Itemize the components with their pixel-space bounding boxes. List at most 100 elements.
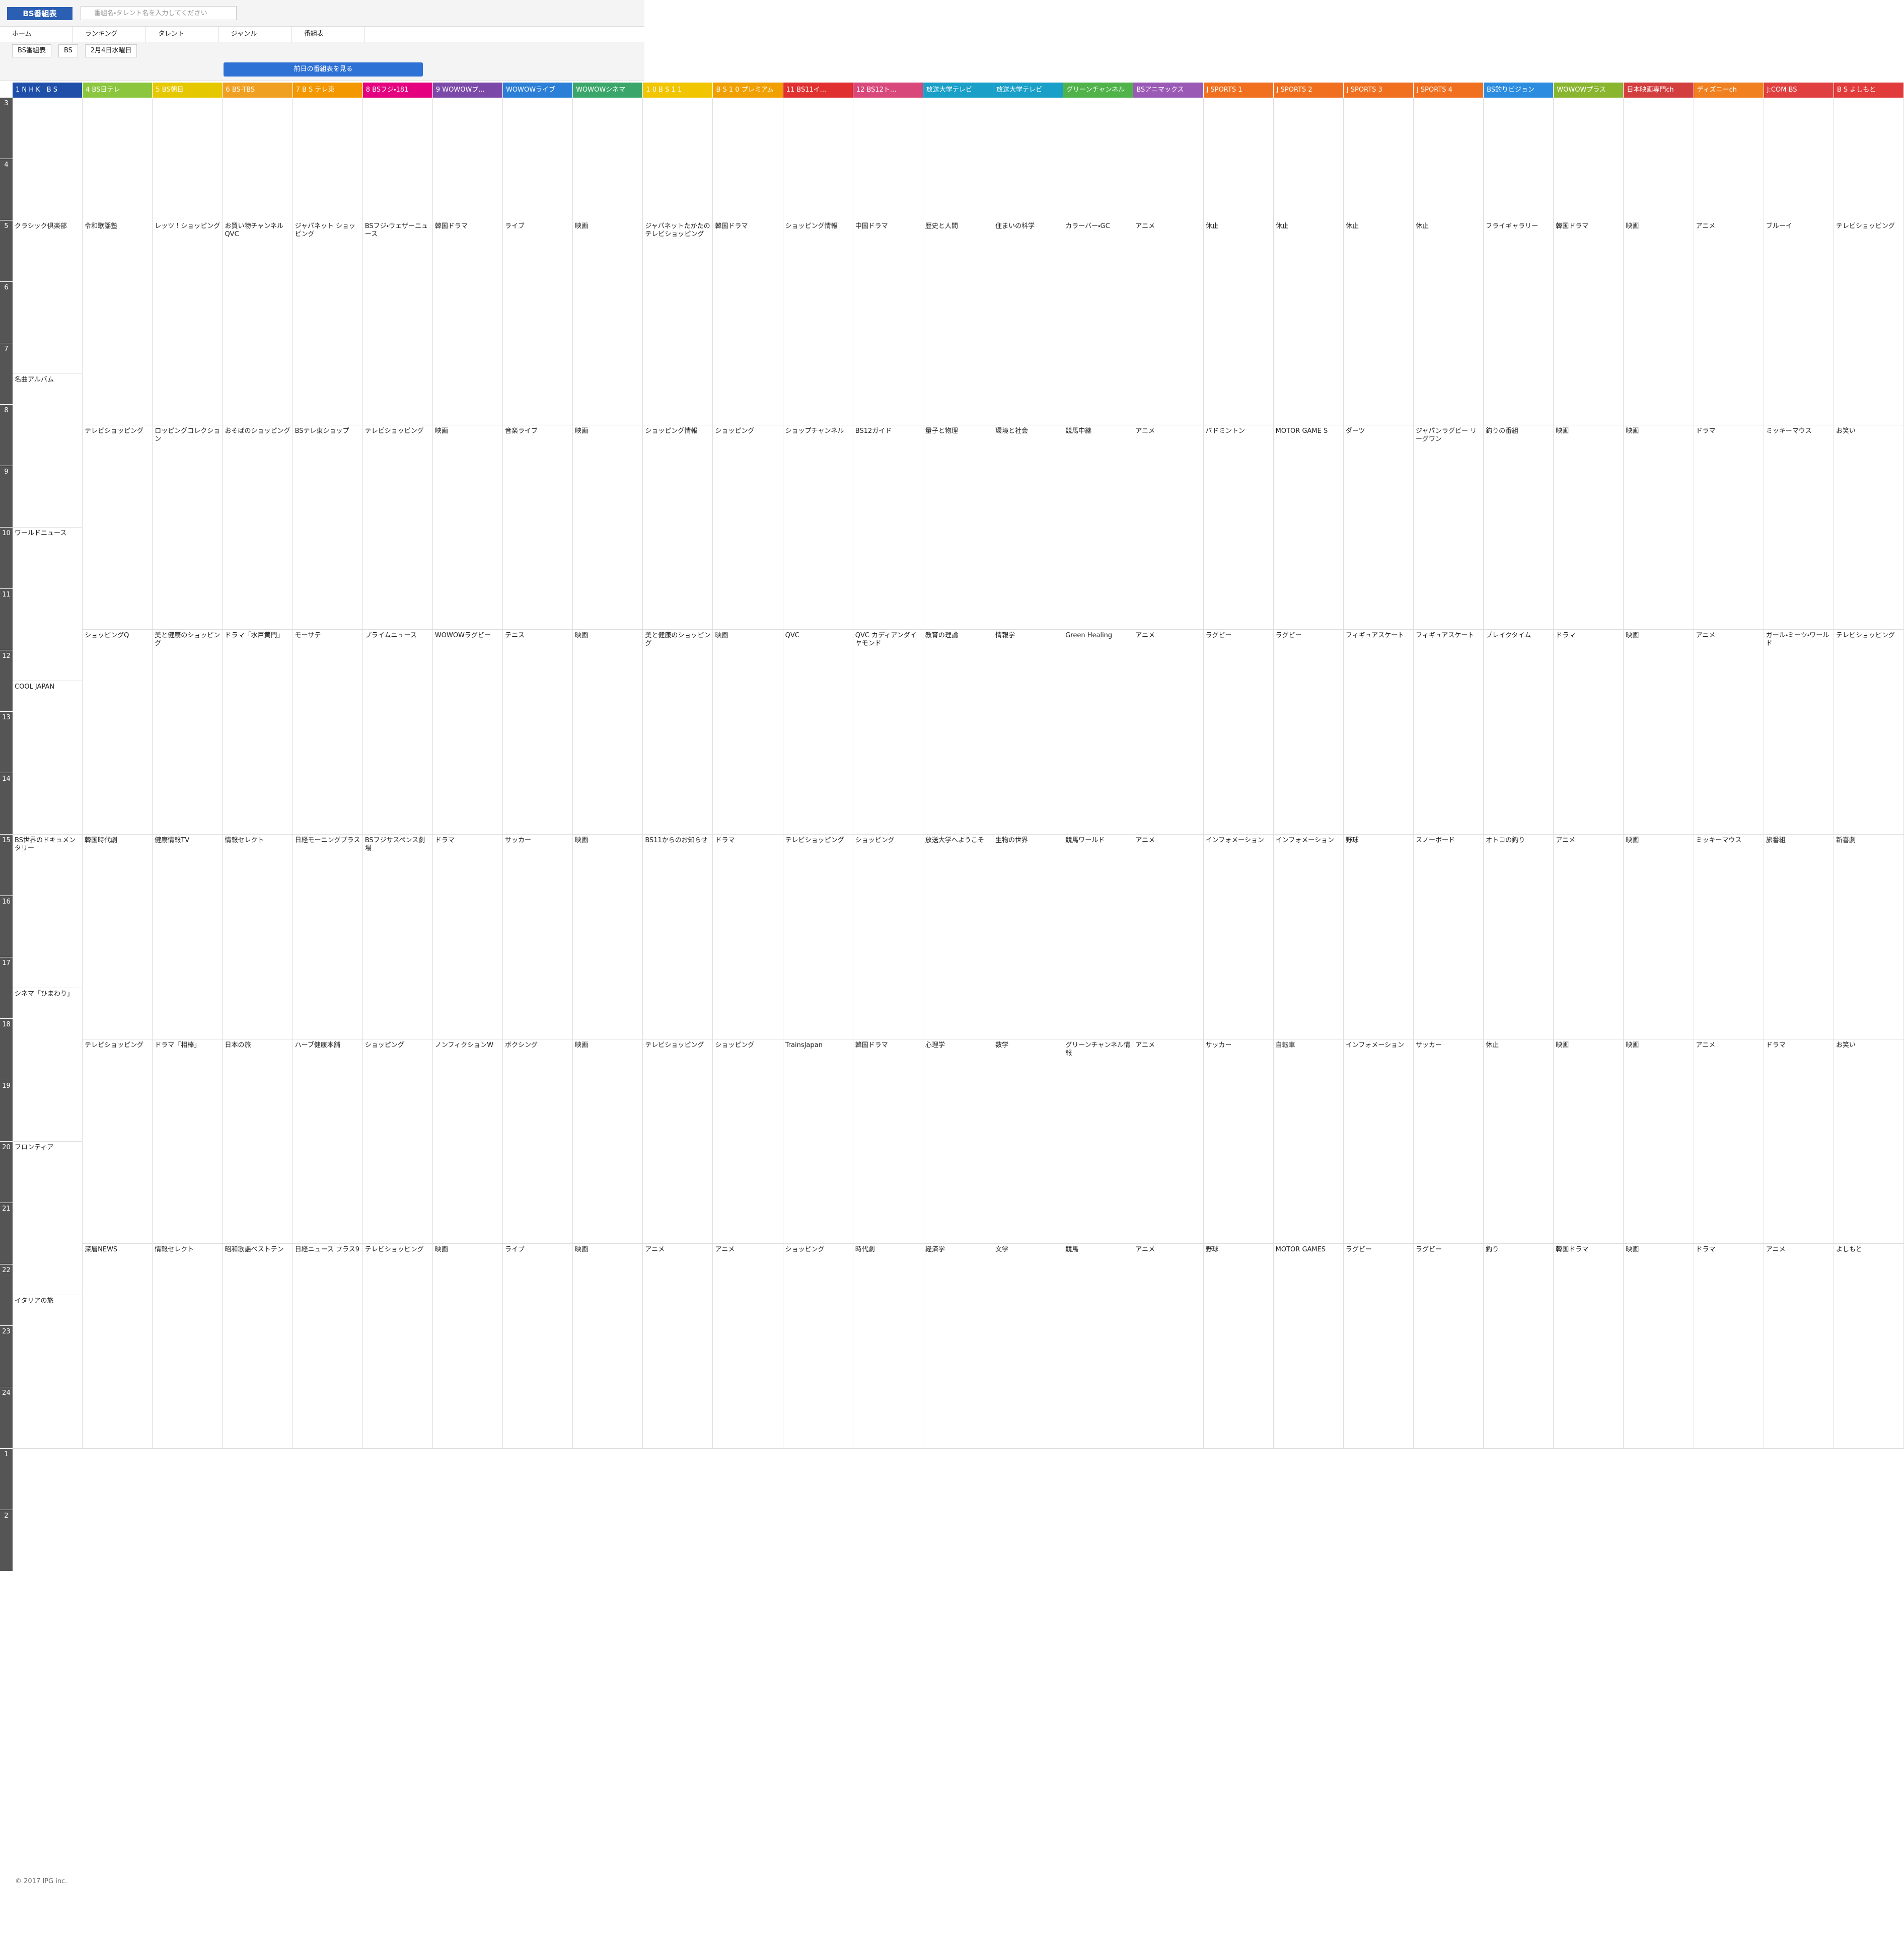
program[interactable]: 自転車 (1273, 1039, 1343, 1244)
program[interactable]: アニメ (643, 1244, 713, 1449)
program[interactable]: フライギャラリー (1484, 220, 1554, 425)
program[interactable]: 量子と物理 (923, 425, 993, 630)
program[interactable]: 映画 (573, 1244, 643, 1449)
channel-name[interactable]: 6 BS-TBS (223, 83, 293, 98)
program[interactable]: 情報学 (993, 630, 1063, 835)
channel-name[interactable]: グリーンチャンネル (1063, 83, 1134, 98)
program[interactable]: テレビショッピング (1834, 220, 1903, 425)
program[interactable]: よしもと (1834, 1244, 1903, 1449)
program[interactable]: インフォメーション (1273, 835, 1343, 1039)
program[interactable]: 映画 (1624, 425, 1694, 630)
program[interactable]: BSフジサスペンス劇場 (362, 835, 432, 1039)
program[interactable]: アニメ (1694, 1039, 1764, 1244)
program[interactable]: プライムニュース (362, 630, 432, 835)
program[interactable]: ドラマ (432, 835, 503, 1039)
program[interactable]: モーサテ (292, 630, 362, 835)
program[interactable]: ショップチャンネル (783, 425, 853, 630)
channel-name[interactable]: WOWOWプラス (1554, 83, 1624, 98)
program[interactable]: ジャパネットたかたのテレビショッピング (643, 220, 713, 425)
search-box[interactable]: 番組名・タレント名を入力してください (81, 6, 237, 20)
program[interactable]: 韓国ドラマ (713, 220, 783, 425)
program[interactable]: サッカー (1413, 1039, 1484, 1244)
program[interactable]: 韓国時代劇 (83, 835, 153, 1039)
program[interactable]: ラグビー (1273, 630, 1343, 835)
program[interactable]: ジャパネット ショッピング (292, 220, 362, 425)
program[interactable]: テレビショッピング (83, 425, 153, 630)
program[interactable]: 新喜劇 (1834, 835, 1903, 1039)
channel-name[interactable]: 4 BS日テレ (83, 83, 153, 98)
program[interactable]: 情報セレクト (223, 835, 292, 1039)
channel-name[interactable]: 7 B S テレ東 (292, 83, 363, 98)
program[interactable]: アニメ (1133, 425, 1203, 630)
channel-name[interactable]: WOWOWライブ (503, 83, 573, 98)
program[interactable]: レッツ！ショッピング (153, 220, 223, 425)
program[interactable]: スノーボード (1413, 835, 1484, 1039)
program[interactable]: 休止 (1203, 220, 1273, 425)
program[interactable]: サッカー (1203, 1039, 1273, 1244)
select[interactable]: BS (58, 44, 78, 57)
program[interactable]: イタリアの旅 (13, 1295, 83, 1449)
program[interactable]: 中国ドラマ (853, 220, 923, 425)
program[interactable]: ショッピング (713, 425, 783, 630)
program[interactable]: 数学 (993, 1039, 1063, 1244)
channel-name[interactable]: J SPORTS 2 (1273, 83, 1344, 98)
program[interactable]: 韓国ドラマ (1554, 220, 1624, 425)
channel-name[interactable]: ディズニーch (1694, 83, 1764, 98)
program[interactable]: QVC カディアンダイヤモンド (853, 630, 923, 835)
program[interactable]: ショッピング情報 (783, 220, 853, 425)
program[interactable]: 文学 (993, 1244, 1063, 1449)
program[interactable]: WOWOWラグビー (432, 630, 503, 835)
program[interactable]: テレビショッピング (643, 1039, 713, 1244)
program[interactable]: 令和歌謡塾 (83, 220, 153, 425)
program[interactable]: QVC (783, 630, 853, 835)
program[interactable]: 休止 (1484, 1039, 1554, 1244)
program[interactable]: 競馬 (1063, 1244, 1133, 1449)
program[interactable]: カラーバー・GC (1063, 220, 1133, 425)
program[interactable]: 映画 (573, 425, 643, 630)
program[interactable]: バドミントン (1203, 425, 1273, 630)
program[interactable]: 教育の理論 (923, 630, 993, 835)
program[interactable]: 映画 (432, 425, 503, 630)
program[interactable]: Green Healing (1063, 630, 1133, 835)
channel-name[interactable]: 8 BSフジ・181 (362, 83, 433, 98)
program[interactable]: 映画 (1554, 1039, 1624, 1244)
channel-name[interactable]: 1 0 B S 1 1 (643, 83, 713, 98)
program[interactable]: 住まいの科学 (993, 220, 1063, 425)
program[interactable]: ハーブ健康本舗 (292, 1039, 362, 1244)
program[interactable]: ジャパンラグビー リーグワン (1413, 425, 1484, 630)
program[interactable]: BSテレ東ショップ (292, 425, 362, 630)
program[interactable]: BS12ガイド (853, 425, 923, 630)
program[interactable]: お買い物チャンネル QVC (223, 220, 292, 425)
program[interactable]: 歴史と人間 (923, 220, 993, 425)
channel-name[interactable]: 12 BS12ト... (853, 83, 923, 98)
program[interactable]: アニメ (1764, 1244, 1834, 1449)
program[interactable]: 野球 (1343, 835, 1413, 1039)
program[interactable]: 健康情報TV (153, 835, 223, 1039)
program[interactable]: 昭和歌謡ベストテン (223, 1244, 292, 1449)
prev-day-button[interactable]: 前日の番組表を見る (224, 62, 423, 77)
program[interactable]: TrainsJapan (783, 1039, 853, 1244)
program[interactable]: グリーンチャンネル情報 (1063, 1039, 1133, 1244)
program[interactable]: テニス (503, 630, 573, 835)
program[interactable]: 映画 (1554, 425, 1624, 630)
channel-name[interactable]: J SPORTS 1 (1203, 83, 1274, 98)
program[interactable]: アニメ (1554, 835, 1624, 1039)
program[interactable]: 映画 (573, 630, 643, 835)
program[interactable]: 名曲アルバム (13, 374, 83, 528)
program[interactable]: 環境と社会 (993, 425, 1063, 630)
program[interactable]: 経済学 (923, 1244, 993, 1449)
program[interactable]: アニメ (1133, 630, 1203, 835)
program[interactable]: テレビショッピング (1834, 630, 1903, 835)
program[interactable]: アニメ (1133, 1039, 1203, 1244)
program[interactable]: ライブ (503, 1244, 573, 1449)
program[interactable]: 韓国ドラマ (1554, 1244, 1624, 1449)
program[interactable]: フィギュアスケート (1343, 630, 1413, 835)
program[interactable]: ショッピングQ (83, 630, 153, 835)
program[interactable]: ドラマ (1694, 1244, 1764, 1449)
program[interactable]: 日本の旅 (223, 1039, 292, 1244)
program[interactable]: 休止 (1413, 220, 1484, 425)
program[interactable]: アニメ (1133, 1244, 1203, 1449)
program[interactable]: ダーツ (1343, 425, 1413, 630)
program[interactable]: 競馬ワールド (1063, 835, 1133, 1039)
program[interactable]: 映画 (1624, 1039, 1694, 1244)
